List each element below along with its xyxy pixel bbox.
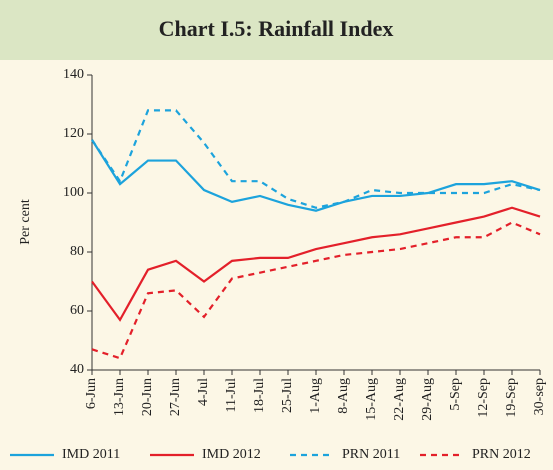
- title-band: [0, 0, 553, 60]
- x-tick-label: 5-Sep: [448, 378, 463, 411]
- y-tick-label: 140: [63, 67, 84, 82]
- x-tick-label: 30-sep: [532, 378, 547, 415]
- x-tick-label: 4-Jul: [196, 378, 211, 406]
- legend-label: IMD 2012: [202, 447, 261, 462]
- x-tick-label: 6-Jun: [84, 378, 99, 409]
- line-series: [91, 139, 541, 212]
- x-tick-label: 12-Sep: [476, 378, 491, 418]
- line-series: [91, 221, 541, 360]
- x-tick-label: 18-Jul: [252, 378, 267, 413]
- x-tick-label: 1-Aug: [308, 378, 323, 414]
- x-tick-label: 29-Aug: [420, 378, 435, 421]
- x-tick-label: 22-Aug: [392, 378, 407, 421]
- x-tick-label: 15-Aug: [364, 378, 379, 421]
- legend-label: IMD 2011: [62, 447, 120, 462]
- y-axis-label: Per cent: [18, 199, 33, 245]
- legend-label: PRN 2012: [472, 447, 531, 462]
- x-tick-label: 20-Jun: [140, 378, 155, 416]
- line-series: [91, 109, 541, 209]
- line-series: [91, 206, 541, 322]
- x-tick-label: 13-Jun: [112, 378, 127, 416]
- x-tick-label: 8-Aug: [336, 378, 351, 414]
- y-tick-label: 60: [70, 303, 84, 318]
- x-tick-label: 27-Jun: [168, 378, 183, 416]
- y-tick-label: 100: [63, 185, 84, 200]
- y-tick-label: 40: [70, 362, 84, 377]
- y-tick-label: 80: [70, 244, 84, 259]
- legend-label: PRN 2011: [342, 447, 400, 462]
- x-tick-label: 19-Sep: [504, 378, 519, 418]
- y-tick-label: 120: [63, 126, 84, 141]
- x-tick-label: 11-Jul: [224, 378, 239, 413]
- x-tick-label: 25-Jul: [280, 378, 295, 413]
- chart-title: Chart I.5: Rainfall Index: [159, 16, 394, 41]
